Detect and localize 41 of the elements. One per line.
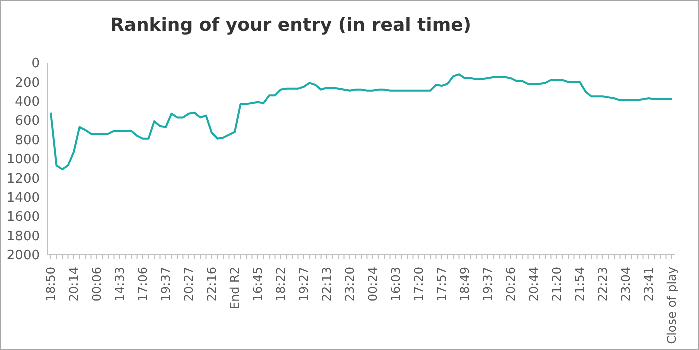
x-tick-label: 19:37	[481, 267, 495, 302]
y-tick-label: 1800	[6, 229, 40, 244]
x-tick-label: 23:04	[619, 267, 633, 302]
x-tick-label: 20:14	[67, 267, 81, 302]
x-tick-label: 22:13	[320, 267, 334, 302]
y-tick-label: 400	[15, 95, 40, 110]
line-series	[50, 74, 673, 171]
x-tick-label: 19:27	[297, 267, 311, 302]
x-tick-label: 18:50	[44, 267, 58, 302]
x-tick-label: 00:06	[90, 267, 104, 302]
x-tick-label: 16:45	[251, 267, 265, 302]
x-tick-label: 17:06	[136, 267, 150, 302]
x-tick-label: 17:57	[435, 267, 449, 302]
y-tick-label: 1000	[6, 152, 40, 168]
x-tick-label: 18:49	[458, 267, 472, 302]
x-tick-label: 22:23	[596, 267, 610, 302]
x-tick-label: 20:26	[504, 267, 518, 302]
y-tick-label: 200	[15, 76, 40, 91]
y-tick-label: 2000	[6, 248, 40, 264]
x-tick-label: Close of play	[665, 267, 679, 344]
x-tick-label: 21:20	[550, 267, 564, 302]
x-tick-label: 22:16	[205, 267, 219, 302]
x-tick-label: 21:54	[573, 267, 587, 302]
x-tick-label: 19:37	[159, 267, 173, 302]
y-tick-label: 1400	[6, 191, 40, 206]
x-tick-label: 00:24	[366, 267, 380, 302]
y-tick-label: 600	[15, 114, 40, 130]
y-tick-label: 0	[32, 56, 40, 72]
x-tick-label: 18:22	[274, 267, 288, 302]
x-tick-label: 20:27	[182, 267, 196, 302]
x-tick-label: 20:44	[527, 267, 541, 302]
x-tick-label: 16:03	[389, 267, 403, 302]
x-tick-label: End R2	[228, 267, 242, 310]
x-tick-label: 17:20	[412, 267, 426, 302]
x-tick-label: 23:20	[343, 267, 357, 302]
y-tick-label: 800	[15, 133, 40, 148]
x-tick-label: 14:33	[113, 267, 127, 302]
y-tick-label: 1600	[6, 210, 40, 226]
chart-title: Ranking of your entry (in real time)	[109, 15, 473, 36]
x-tick-label: 23:41	[642, 267, 656, 302]
y-tick-label: 1200	[6, 172, 40, 187]
